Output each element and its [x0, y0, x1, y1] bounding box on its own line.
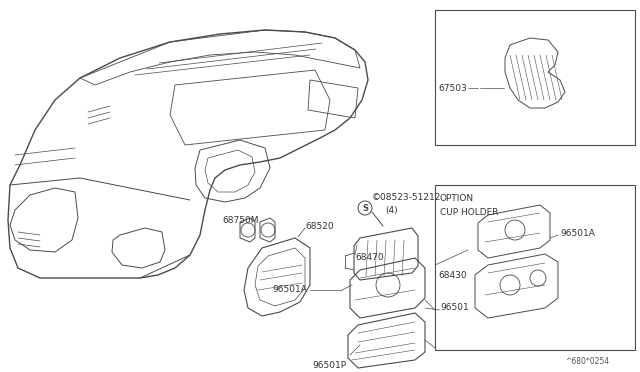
Text: 96501P: 96501P: [312, 360, 346, 369]
Text: 68470: 68470: [355, 253, 383, 263]
Text: 96501A: 96501A: [560, 228, 595, 237]
Text: 96501: 96501: [440, 302, 468, 311]
Text: S: S: [362, 203, 368, 212]
Text: CUP HOLDER: CUP HOLDER: [440, 208, 499, 217]
Text: OPTION: OPTION: [440, 193, 474, 202]
Text: 68430: 68430: [438, 270, 467, 279]
Text: 68750M: 68750M: [222, 215, 259, 224]
Text: 68520: 68520: [305, 221, 333, 231]
Text: (4): (4): [385, 205, 397, 215]
Bar: [435, 10, 635, 145]
Text: 96501A: 96501A: [272, 285, 307, 295]
Text: ^680*0254: ^680*0254: [565, 357, 609, 366]
Bar: [435, 185, 635, 350]
Text: ©08523-51212: ©08523-51212: [372, 192, 442, 202]
Text: 67503: 67503: [438, 83, 467, 93]
